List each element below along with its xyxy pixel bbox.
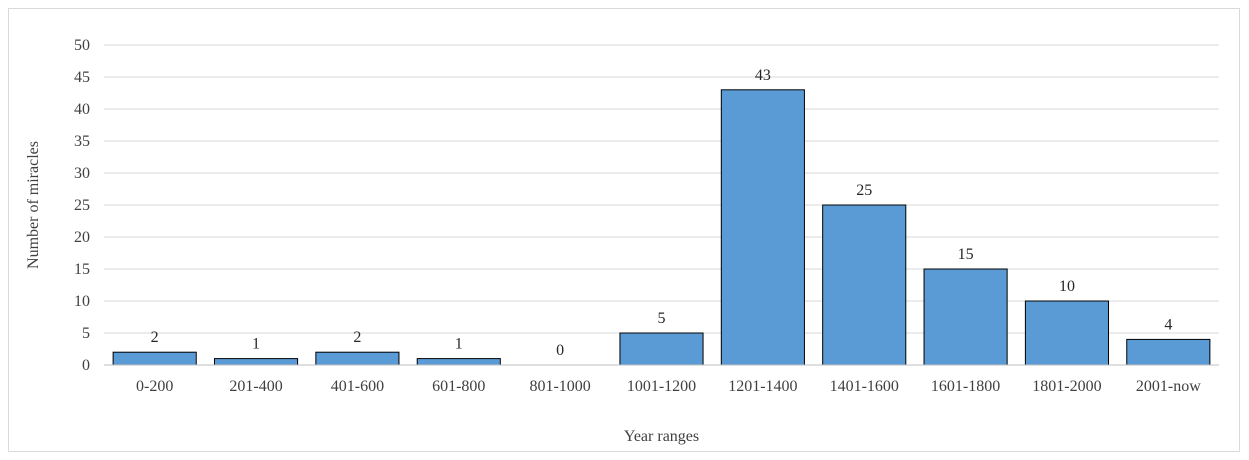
bars — [112, 89, 1211, 366]
bar — [619, 332, 704, 366]
bar — [213, 358, 299, 366]
y-tick-label: 15 — [74, 261, 90, 278]
y-axis-ticks: 0 5 10 15 20 25 30 35 40 45 50 — [74, 37, 90, 374]
x-tick-label: 1401-1600 — [830, 378, 899, 395]
data-label: 2 — [151, 329, 159, 346]
x-tick-label: 1201-1400 — [728, 378, 797, 395]
x-tick-label: 1601-1800 — [931, 378, 1000, 395]
data-label: 15 — [958, 246, 974, 263]
y-tick-label: 45 — [74, 69, 90, 86]
y-tick-label: 35 — [74, 133, 90, 150]
data-label: 43 — [755, 67, 771, 84]
bar — [112, 351, 197, 366]
chart-frame — [8, 8, 1240, 452]
x-tick-label: 601-800 — [432, 378, 485, 395]
data-label: 2 — [353, 329, 361, 346]
x-tick-label: 1001-1200 — [627, 378, 696, 395]
x-tick-label: 2001-now — [1136, 378, 1201, 395]
y-tick-label: 25 — [74, 197, 90, 214]
data-label: 25 — [856, 182, 872, 199]
data-label: 0 — [556, 342, 564, 359]
y-tick-label: 30 — [74, 165, 90, 182]
x-tick-label: 0-200 — [136, 378, 173, 395]
data-label: 1 — [252, 336, 260, 353]
x-tick-label: 801-1000 — [529, 378, 590, 395]
y-tick-label: 50 — [74, 37, 90, 54]
gridlines — [104, 44, 1219, 334]
x-tick-label: 201-400 — [229, 378, 282, 395]
y-tick-label: 5 — [82, 325, 90, 342]
data-label: 4 — [1164, 316, 1172, 333]
y-tick-label: 20 — [74, 229, 90, 246]
bar — [1126, 338, 1211, 366]
bar — [315, 351, 400, 366]
y-tick-label: 40 — [74, 101, 90, 118]
bar — [720, 89, 805, 366]
data-label: 5 — [658, 310, 666, 327]
bar — [923, 268, 1008, 366]
bar — [1024, 300, 1110, 366]
data-label: 10 — [1059, 278, 1075, 295]
y-tick-label: 0 — [82, 357, 90, 374]
x-axis-title: Year ranges — [624, 428, 699, 445]
y-axis-title: Number of miracles — [25, 141, 42, 269]
bar — [822, 204, 907, 366]
x-tick-label: 1801-2000 — [1032, 378, 1101, 395]
bar — [416, 358, 501, 366]
data-label: 1 — [455, 336, 463, 353]
y-tick-label: 10 — [74, 293, 90, 310]
x-tick-label: 401-600 — [331, 378, 384, 395]
x-axis-ticks: 0-200 201-400 401-600 601-800 801-1000 1001-1… — [136, 378, 1201, 395]
